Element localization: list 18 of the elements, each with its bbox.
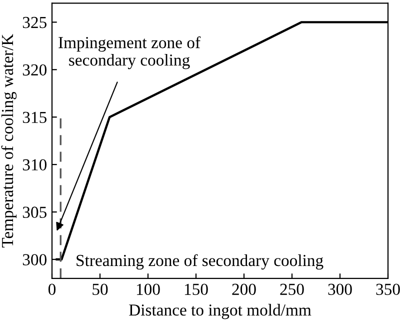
annotation: Impingement zone of secondary cooling bbox=[58, 36, 201, 70]
x-tick-label: 100 bbox=[136, 284, 160, 295]
y-tick-label: 315 bbox=[22, 112, 46, 124]
y-tick-label: 325 bbox=[22, 16, 46, 28]
annotation: Streaming zone of secondary cooling bbox=[76, 254, 324, 270]
y-tick-label: 305 bbox=[22, 206, 46, 218]
x-tick-label: 50 bbox=[92, 284, 108, 295]
x-tick-label: 0 bbox=[48, 284, 56, 295]
x-tick-label: 350 bbox=[376, 284, 400, 295]
y-tick-label: 320 bbox=[22, 64, 47, 76]
x-tick-label: 250 bbox=[280, 284, 304, 295]
x-axis-title: Distance to ingot mold/mm bbox=[129, 304, 312, 320]
x-tick-label: 300 bbox=[328, 284, 352, 295]
y-axis-title: Temperature of cooling water/K bbox=[1, 34, 17, 248]
y-tick-label: 310 bbox=[22, 159, 47, 170]
y-tick-label: 300 bbox=[22, 254, 47, 266]
x-tick-label: 200 bbox=[232, 284, 256, 295]
x-tick-label: 150 bbox=[184, 284, 208, 295]
